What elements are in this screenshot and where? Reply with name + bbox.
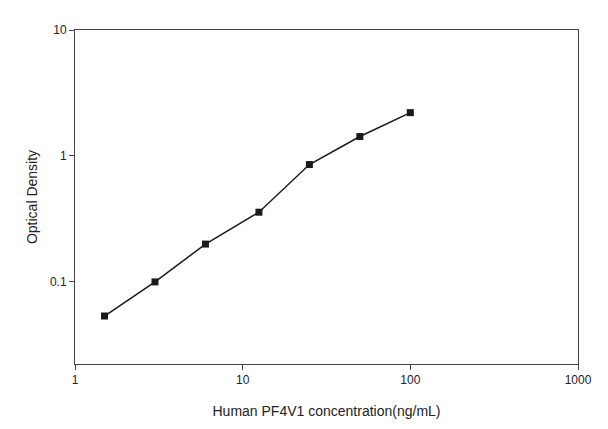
svg-text:10: 10 bbox=[236, 373, 250, 387]
svg-text:0.1: 0.1 bbox=[50, 275, 67, 289]
svg-text:1: 1 bbox=[72, 373, 79, 387]
svg-text:Human PF4V1 concentration(ng/m: Human PF4V1 concentration(ng/mL) bbox=[213, 403, 441, 419]
svg-text:Optical Density: Optical Density bbox=[24, 150, 40, 244]
svg-text:100: 100 bbox=[400, 373, 420, 387]
svg-text:10: 10 bbox=[53, 23, 67, 37]
svg-text:1000: 1000 bbox=[565, 373, 592, 387]
svg-text:1: 1 bbox=[60, 149, 67, 163]
